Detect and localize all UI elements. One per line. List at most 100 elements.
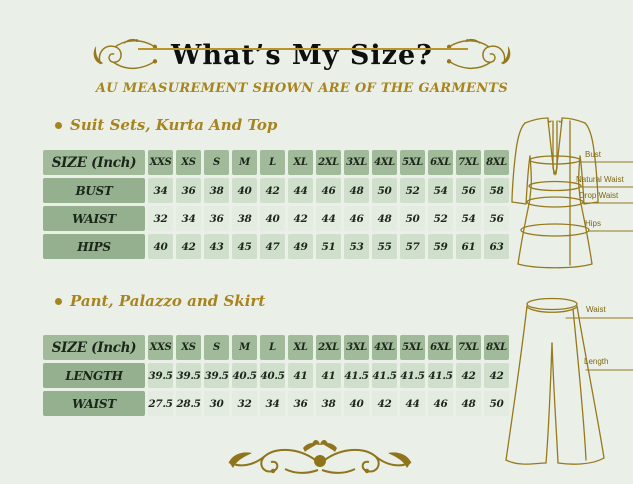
measure-value-cell: 44	[316, 206, 341, 231]
measure-value-cell: 30	[204, 391, 229, 416]
size-header-cell: 3XL	[344, 150, 369, 175]
size-header-cell: M	[232, 150, 257, 175]
measure-value-cell: 49	[288, 234, 313, 259]
measure-value-cell: 36	[204, 206, 229, 231]
measure-label-cell: BUST	[43, 178, 145, 203]
measure-value-cell: 54	[456, 206, 481, 231]
measure-value-cell: 44	[400, 391, 425, 416]
table-row: BUST 34 36 38 40 42 44 46 48 50 52 54 56 58	[43, 178, 509, 203]
section-title-suit-sets: Suit Sets, Kurta And Top	[55, 116, 277, 134]
measure-value-cell: 34	[176, 206, 201, 231]
measure-value-cell: 44	[288, 178, 313, 203]
measure-value-cell: 32	[232, 391, 257, 416]
measure-value-cell: 42	[372, 391, 397, 416]
measure-value-cell: 43	[204, 234, 229, 259]
measure-value-cell: 50	[372, 178, 397, 203]
size-header-cell: XXS	[148, 150, 173, 175]
measure-value-cell: 39.5	[176, 363, 201, 388]
measure-value-cell: 50	[484, 391, 509, 416]
measure-value-cell: 38	[316, 391, 341, 416]
size-header-cell: 6XL	[428, 150, 453, 175]
measure-value-cell: 41.5	[400, 363, 425, 388]
measure-label-cell: WAIST	[43, 206, 145, 231]
section-title-pant-palazzo: Pant, Palazzo and Skirt	[55, 292, 265, 310]
measure-label-cell: WAIST	[43, 391, 145, 416]
measure-value-cell: 42	[456, 363, 481, 388]
measure-value-cell: 63	[484, 234, 509, 259]
measure-value-cell: 40	[232, 178, 257, 203]
pants-illustration	[505, 297, 633, 465]
size-header-cell: 2XL	[316, 335, 341, 360]
table-row: WAIST 27.5 28.5 30 32 34 36 38 40 42 44 46 48 50	[43, 391, 509, 416]
measure-value-cell: 55	[372, 234, 397, 259]
right-flourish-icon	[446, 38, 511, 69]
measure-value-cell: 48	[456, 391, 481, 416]
bullet-icon	[55, 121, 62, 129]
measure-value-cell: 51	[316, 234, 341, 259]
measure-value-cell: 46	[316, 178, 341, 203]
kurta-illustration	[511, 117, 633, 269]
size-header-cell: 5XL	[400, 335, 425, 360]
pant-palazzo-size-table: SIZE (Inch) XXS XS S M L XL 2XL 3XL 4XL 5XL 6XL 7XL 8…	[40, 332, 512, 419]
measure-value-cell: 57	[400, 234, 425, 259]
measure-value-cell: 56	[456, 178, 481, 203]
suit-sets-size-table: SIZE (Inch) XXS XS S M L XL 2XL 3XL 4XL 5XL 6XL 7XL 8…	[40, 147, 512, 262]
table-row: LENGTH 39.5 39.5 39.5 40.5 40.5 41 41 41.5 41.5 41…	[43, 363, 509, 388]
measure-value-cell: 42	[260, 178, 285, 203]
size-header-cell: 4XL	[372, 150, 397, 175]
section-title-text: Suit Sets, Kurta And Top	[70, 116, 278, 134]
measure-value-cell: 52	[400, 178, 425, 203]
table-row: WAIST 32 34 36 38 40 42 44 46 48 50 52 54 56	[43, 206, 509, 231]
measure-value-cell: 40	[148, 234, 173, 259]
measure-value-cell: 61	[456, 234, 481, 259]
measure-value-cell: 53	[344, 234, 369, 259]
measure-value-cell: 40	[260, 206, 285, 231]
size-header-cell: L	[260, 335, 285, 360]
measure-value-cell: 41.5	[372, 363, 397, 388]
measure-value-cell: 40	[344, 391, 369, 416]
header: What’s My Size? AU MEASUREMENT SHOWN ARE…	[0, 36, 604, 96]
measure-value-cell: 40.5	[260, 363, 285, 388]
measure-value-cell: 52	[428, 206, 453, 231]
measure-value-cell: 48	[344, 178, 369, 203]
measure-value-cell: 50	[400, 206, 425, 231]
measure-value-cell: 34	[260, 391, 285, 416]
kurta-bust-label: Bust	[585, 150, 602, 159]
size-header-cell: XS	[176, 335, 201, 360]
measure-value-cell: 41	[288, 363, 313, 388]
measure-value-cell: 41.5	[428, 363, 453, 388]
kurta-natural-waist-label: Natural Waist	[576, 175, 624, 184]
measure-value-cell: 39.5	[148, 363, 173, 388]
measure-value-cell: 36	[176, 178, 201, 203]
size-header-cell: S	[204, 335, 229, 360]
size-header-cell: 8XL	[484, 150, 509, 175]
measure-value-cell: 38	[232, 206, 257, 231]
measure-value-cell: 27.5	[148, 391, 173, 416]
measure-value-cell: 47	[260, 234, 285, 259]
left-flourish-icon	[93, 38, 158, 69]
measure-value-cell: 54	[428, 178, 453, 203]
measure-value-cell: 58	[484, 178, 509, 203]
measure-value-cell: 41	[316, 363, 341, 388]
size-header-cell: 2XL	[316, 150, 341, 175]
measure-value-cell: 42	[484, 363, 509, 388]
size-header-cell: 5XL	[400, 150, 425, 175]
measure-value-cell: 42	[288, 206, 313, 231]
measure-value-cell: 41.5	[344, 363, 369, 388]
size-header-cell: L	[260, 150, 285, 175]
page-title: What’s My Size?	[171, 39, 433, 71]
measure-value-cell: 56	[484, 206, 509, 231]
measure-value-cell: 34	[148, 178, 173, 203]
measure-value-cell: 40.5	[232, 363, 257, 388]
pants-waist-label: Waist	[586, 305, 606, 314]
size-header-cell: 3XL	[344, 335, 369, 360]
measure-value-cell: 46	[344, 206, 369, 231]
measure-value-cell: 28.5	[176, 391, 201, 416]
measure-value-cell: 36	[288, 391, 313, 416]
title-underline	[138, 48, 468, 50]
measure-value-cell: 46	[428, 391, 453, 416]
size-header-cell: 6XL	[428, 335, 453, 360]
bullet-icon	[55, 297, 62, 305]
measure-label-cell: HIPS	[43, 234, 145, 259]
